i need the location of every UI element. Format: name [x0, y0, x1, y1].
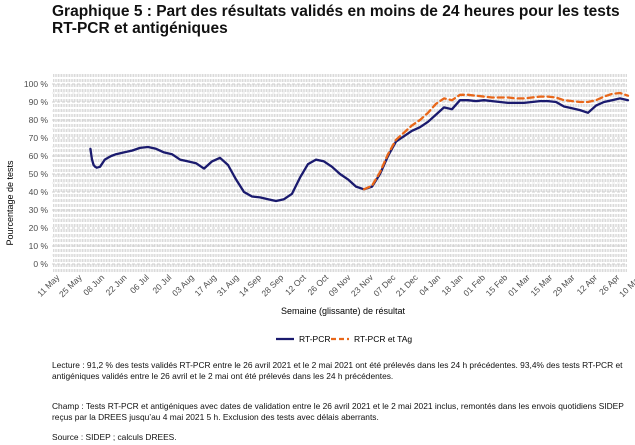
x-tick-label: 01 Feb — [461, 272, 487, 298]
x-tick-label: 12 Apr — [575, 272, 600, 297]
x-tick-label: 15 Mar — [528, 272, 554, 298]
y-tick-label: 20 % — [29, 223, 49, 233]
y-tick-label: 80 % — [29, 115, 49, 125]
x-tick-label: 26 Oct — [305, 272, 330, 297]
x-tick-label: 07 Dec — [371, 272, 398, 299]
plot-area: 0 % 10 % 20 % 30 % 40 % 50 % 60 % 70 % 80 % 90 % 1… — [24, 74, 635, 299]
lecture-note: Lecture : 91,2 % des tests validés RT-PC… — [52, 360, 623, 381]
x-tick-label: 06 Jul — [128, 272, 151, 295]
x-axis-title: Semaine (glissante) de résultat — [281, 306, 406, 316]
x-tick-label: 25 May — [57, 272, 84, 299]
x-tick-label: 17 Aug — [192, 272, 218, 298]
x-tick-label: 15 Feb — [484, 272, 510, 298]
x-tick-label: 22 Jun — [103, 272, 128, 297]
y-tick-label: 0 % — [33, 259, 48, 269]
y-tick-label: 70 % — [29, 133, 49, 143]
x-tick-label: 01 Mar — [506, 272, 532, 298]
x-tick-label: 28 Sep — [259, 272, 285, 298]
y-tick-label: 10 % — [29, 241, 49, 251]
legend: RT-PCR RT-PCR et TAg — [276, 334, 412, 344]
x-tick-label: 21 Dec — [394, 272, 421, 299]
x-tick-label: 09 Nov — [326, 272, 353, 299]
y-tick-label: 60 % — [29, 151, 49, 161]
x-tick-label: 31 Aug — [215, 272, 241, 298]
y-tick-label: 30 % — [29, 205, 49, 215]
legend-label-rt-pcr-tag: RT-PCR et TAg — [354, 334, 412, 344]
legend-label-rt-pcr: RT-PCR — [299, 334, 331, 344]
y-tick-label: 40 % — [29, 187, 49, 197]
x-tick-label: 23 Nov — [349, 272, 376, 299]
champ-note: Champ : Tests RT-PCR et antigéniques ave… — [52, 401, 624, 422]
x-tick-label: 12 Oct — [283, 272, 308, 297]
y-tick-label: 100 % — [24, 79, 49, 89]
x-tick-label: 04 Jan — [417, 272, 442, 297]
x-tick-label: 10 May — [617, 272, 635, 299]
y-tick-label: 50 % — [29, 169, 49, 179]
x-tick-label: 03 Aug — [170, 272, 196, 298]
x-tick-label: 18 Jan — [439, 272, 464, 297]
series-line-rt-pcr — [89, 97, 630, 203]
series-line-rt-pcr-et-tag — [362, 91, 630, 191]
y-axis-title: Pourcentage de tests — [5, 160, 15, 246]
source-note: Source : SIDEP ; calculs DREES. — [52, 432, 177, 442]
x-tick-label: 08 Jun — [81, 272, 106, 297]
x-tick-label: 11 May — [35, 272, 62, 299]
y-tick-label: 90 % — [29, 97, 49, 107]
chart-title: Graphique 5 : Part des résultats validés… — [52, 3, 620, 37]
line-chart: 0 % 10 % 20 % 30 % 40 % 50 % 60 % 70 % 80 % 90 % 1… — [5, 74, 635, 344]
x-tick-label: 29 Mar — [551, 272, 577, 298]
x-tick-label: 14 Sep — [237, 272, 263, 298]
